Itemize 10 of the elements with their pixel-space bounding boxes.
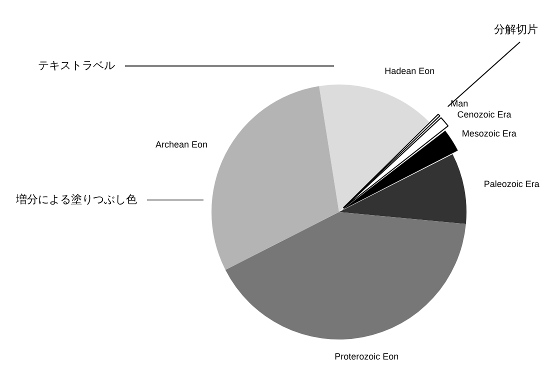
slice-label: Cenozoic Era	[457, 109, 512, 120]
slice-label: Mesozoic Era	[462, 128, 516, 139]
slice-label: Man	[450, 98, 468, 108]
text: 分解切片	[494, 22, 538, 36]
slice-label: Paleozoic Era	[484, 178, 540, 189]
text: 増分による塗りつぶし色	[15, 192, 137, 206]
text: テキストラベル	[38, 58, 115, 72]
slice-label: Archean Eon	[156, 140, 208, 150]
slice-label: Hadean Eon	[384, 66, 435, 76]
slice-label: Proterozoic Eon	[334, 351, 399, 362]
